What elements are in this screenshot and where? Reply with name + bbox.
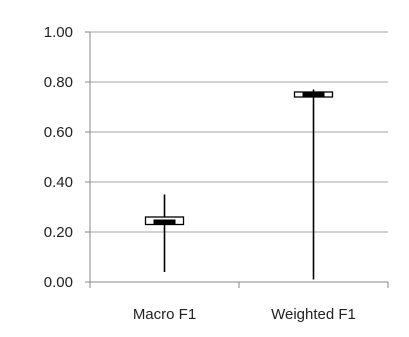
median-mark — [153, 219, 176, 225]
x-category-label: Macro F1 — [133, 306, 196, 323]
box-weighted-f1 — [293, 89, 334, 280]
gridlines — [90, 31, 388, 233]
x-category-label: Weighted F1 — [271, 306, 356, 323]
y-axis — [85, 31, 91, 283]
boxes — [144, 89, 334, 280]
median-mark — [302, 92, 325, 97]
y-tick-labels: 0.00 0.20 0.40 0.60 0.80 1.00 — [44, 24, 73, 291]
x-axis — [89, 281, 389, 288]
y-tick-label: 0.20 — [44, 224, 73, 241]
box-macro-f1 — [144, 194, 185, 272]
y-tick-label: 0.60 — [44, 124, 73, 141]
y-tick-label: 1.00 — [44, 24, 73, 41]
y-tick-label: 0.40 — [44, 174, 73, 191]
y-tick-label: 0.00 — [44, 274, 73, 291]
x-category-labels: Macro F1 Weighted F1 — [133, 306, 356, 323]
y-tick-label: 0.80 — [44, 74, 73, 91]
